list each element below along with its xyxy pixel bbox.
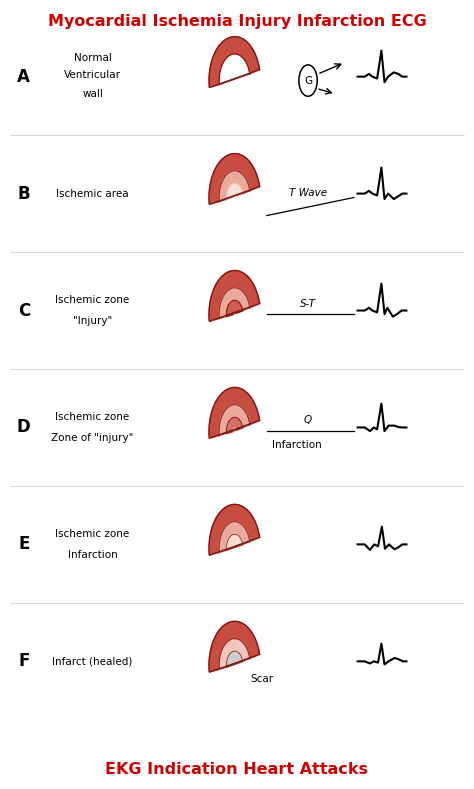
Polygon shape bbox=[219, 638, 250, 669]
Polygon shape bbox=[209, 36, 260, 88]
Polygon shape bbox=[227, 183, 243, 200]
Text: "Injury": "Injury" bbox=[73, 316, 112, 326]
Polygon shape bbox=[227, 651, 243, 667]
Text: Ischemic zone: Ischemic zone bbox=[55, 295, 130, 305]
Text: Ischemic zone: Ischemic zone bbox=[55, 413, 130, 422]
Text: Ventricular: Ventricular bbox=[64, 70, 121, 80]
Text: Infarct (healed): Infarct (healed) bbox=[53, 656, 133, 667]
Text: Scar: Scar bbox=[251, 674, 274, 683]
Polygon shape bbox=[233, 428, 237, 432]
Polygon shape bbox=[227, 301, 243, 316]
Polygon shape bbox=[209, 271, 260, 321]
Polygon shape bbox=[209, 154, 260, 204]
Polygon shape bbox=[227, 534, 243, 551]
Polygon shape bbox=[219, 288, 250, 319]
Polygon shape bbox=[209, 504, 260, 555]
Text: A: A bbox=[18, 68, 30, 86]
Text: G: G bbox=[304, 76, 312, 85]
Text: Infarction: Infarction bbox=[272, 439, 321, 450]
Text: B: B bbox=[18, 185, 30, 203]
Text: Myocardial Ischemia Injury Infarction ECG: Myocardial Ischemia Injury Infarction EC… bbox=[47, 14, 427, 29]
Text: S-T: S-T bbox=[300, 299, 316, 309]
Text: EKG Indication Heart Attacks: EKG Indication Heart Attacks bbox=[106, 762, 368, 777]
Polygon shape bbox=[209, 621, 260, 672]
Text: Ischemic area: Ischemic area bbox=[56, 189, 129, 199]
Polygon shape bbox=[219, 171, 250, 202]
Text: F: F bbox=[18, 653, 29, 671]
Text: D: D bbox=[17, 418, 31, 436]
Polygon shape bbox=[209, 387, 260, 438]
Text: Zone of "injury": Zone of "injury" bbox=[51, 432, 134, 443]
Text: Infarction: Infarction bbox=[68, 550, 118, 559]
Polygon shape bbox=[227, 417, 243, 434]
Text: Q: Q bbox=[304, 415, 312, 425]
Text: C: C bbox=[18, 301, 30, 320]
Text: Normal: Normal bbox=[73, 53, 111, 63]
Text: E: E bbox=[18, 536, 29, 553]
Text: Ischemic zone: Ischemic zone bbox=[55, 529, 130, 539]
Text: wall: wall bbox=[82, 89, 103, 99]
Polygon shape bbox=[219, 405, 250, 436]
Polygon shape bbox=[219, 522, 250, 552]
Text: T Wave: T Wave bbox=[289, 189, 327, 198]
